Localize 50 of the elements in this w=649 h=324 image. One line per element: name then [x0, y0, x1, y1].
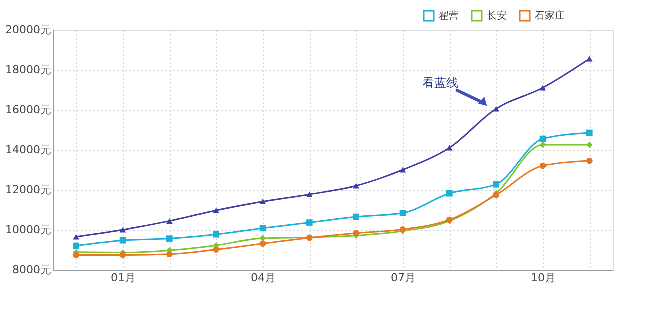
point [260, 240, 266, 247]
point [400, 210, 406, 216]
y-tick-label: 12000元 [6, 184, 52, 196]
point [446, 190, 453, 197]
point [540, 142, 546, 148]
point [73, 242, 80, 250]
point [213, 246, 220, 253]
point [586, 56, 593, 62]
x-tick-label: 04月 [251, 272, 276, 284]
point [306, 192, 313, 198]
point [586, 142, 593, 148]
point [260, 225, 266, 232]
legend-label: 石家庄 [535, 10, 565, 22]
point [120, 227, 126, 233]
point [306, 220, 313, 226]
point [540, 162, 546, 170]
point [260, 235, 266, 242]
legend-label: 翟营 [439, 10, 459, 22]
point [586, 130, 593, 136]
y-tick-label: 8000元 [12, 264, 52, 276]
y-tick-label: 14000元 [6, 144, 52, 156]
point [120, 252, 126, 258]
point [446, 145, 453, 151]
point [353, 214, 360, 220]
point [73, 252, 80, 258]
point [213, 231, 220, 238]
y-tick-label: 18000元 [6, 64, 52, 76]
point [400, 167, 406, 173]
point [260, 199, 266, 205]
point [586, 158, 593, 164]
x-tick-label: 07月 [391, 272, 416, 284]
point [493, 181, 500, 188]
point [540, 85, 546, 91]
annotation: 看蓝线 [422, 76, 459, 90]
point [166, 218, 173, 224]
x-tick-label: 10月 [531, 272, 556, 284]
legend-label: 长安 [487, 10, 507, 22]
y-tick-label: 10000元 [6, 224, 52, 236]
point [353, 230, 360, 237]
point [166, 251, 173, 258]
point [166, 236, 173, 242]
y-tick-label: 16000元 [6, 104, 52, 116]
point [213, 208, 220, 214]
y-tick-label: 20000元 [6, 24, 52, 36]
point [120, 237, 126, 244]
point [353, 183, 360, 189]
point [540, 136, 546, 142]
point [73, 234, 80, 240]
point [493, 106, 500, 112]
x-tick-label: 01月 [111, 272, 136, 284]
